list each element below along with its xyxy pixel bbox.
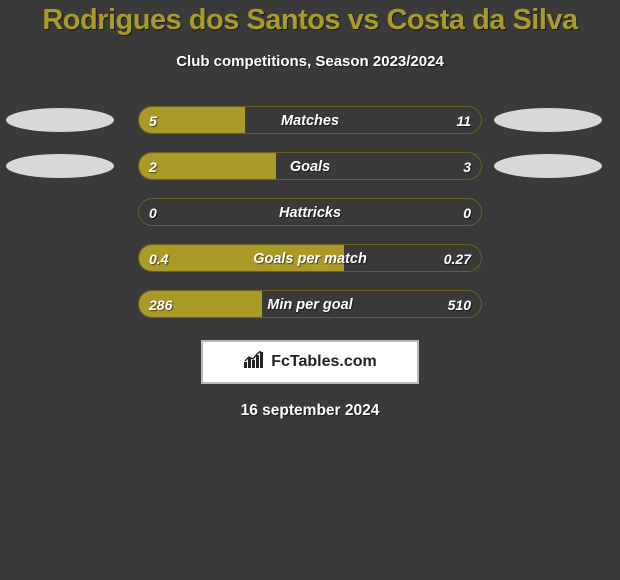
stat-row: Hattricks0 0: [0, 198, 620, 226]
player-right-ellipse: [494, 154, 602, 178]
stat-label: Matches: [139, 107, 481, 134]
chart-bars-icon: [243, 351, 265, 374]
stat-row: Min per goal286 510: [0, 290, 620, 318]
player-left-ellipse: [6, 108, 114, 132]
comparison-panel: Rodrigues dos Santos vs Costa da Silva C…: [0, 0, 620, 420]
brand-badge: FcTables.com: [201, 340, 419, 384]
stat-label: Goals: [139, 153, 481, 180]
stat-row: Goals2 3: [0, 152, 620, 180]
stat-value-right: 11: [456, 107, 471, 134]
date-text: 16 september 2024: [0, 402, 620, 420]
stat-bar: Matches5 11: [138, 106, 482, 134]
stat-value-left: 2: [149, 153, 157, 180]
stat-row: Goals per match0.4 0.27: [0, 244, 620, 272]
stat-label: Goals per match: [139, 245, 481, 272]
stat-value-left: 286: [149, 291, 172, 318]
stat-value-right: 0.27: [444, 245, 471, 272]
stat-row: Matches5 11: [0, 106, 620, 134]
stat-bar: Goals per match0.4 0.27: [138, 244, 482, 272]
stat-value-right: 3: [463, 153, 471, 180]
stat-label: Hattricks: [139, 199, 481, 226]
stat-bar: Goals2 3: [138, 152, 482, 180]
stat-label: Min per goal: [139, 291, 481, 318]
stat-bar: Min per goal286 510: [138, 290, 482, 318]
player-left-ellipse: [6, 154, 114, 178]
page-title: Rodrigues dos Santos vs Costa da Silva: [0, 4, 620, 37]
stat-value-left: 0: [149, 199, 157, 226]
player-right-ellipse: [494, 108, 602, 132]
stat-bar: Hattricks0 0: [138, 198, 482, 226]
stats-rows: Matches5 11 Goals2 3 Hattricks0 0 Goals per ma…: [0, 106, 620, 318]
stat-value-left: 5: [149, 107, 157, 134]
stat-value-right: 0: [463, 199, 471, 226]
subtitle: Club competitions, Season 2023/2024: [0, 53, 620, 70]
brand-text: FcTables.com: [271, 353, 377, 371]
stat-value-right: 510: [448, 291, 471, 318]
stat-value-left: 0.4: [149, 245, 168, 272]
